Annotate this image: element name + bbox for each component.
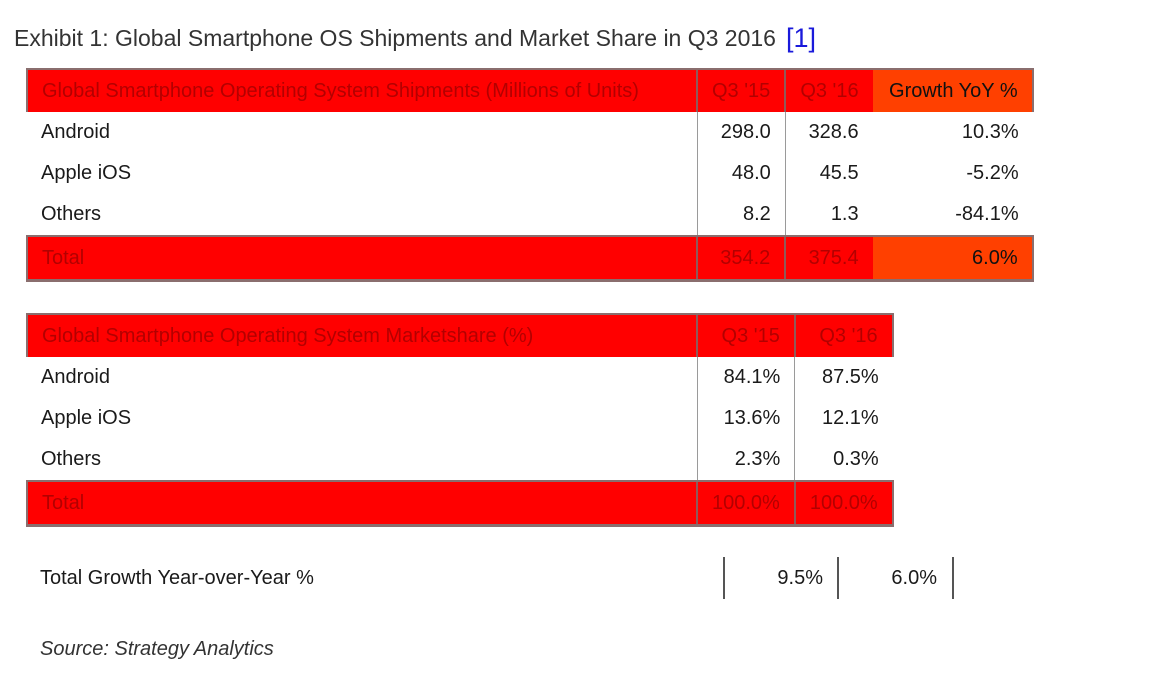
reference-link[interactable]: [1] [785,23,817,53]
shipments-header-q3-15: Q3 '15 [695,68,786,112]
marketshare-header-row: Global Smartphone Operating System Marke… [26,313,894,357]
share-q3-16: 0.3% [794,439,893,481]
total-growth-q3-16: 6.0% [891,567,937,589]
total-growth: 6.0% [872,235,1034,282]
share-q3-15: 84.1% [696,357,795,398]
column-divider [723,557,725,599]
marketshare-total-row: Total 100.0% 100.0% [26,480,894,527]
shipments-total-row: Total 354.2 375.4 6.0% [26,235,1034,282]
shipments-q3-16: 328.6 [784,112,873,153]
total-label: Total [26,235,697,282]
shipments-table: Global Smartphone Operating System Shipm… [26,68,1034,282]
total-label: Total [26,480,697,527]
exhibit-title-text: Exhibit 1: Global Smartphone OS Shipment… [14,25,776,51]
shipments-header-growth: Growth YoY % [872,68,1034,112]
shipments-q3-15: 298.0 [696,112,786,153]
table-row: Others 2.3% 0.3% [27,439,893,481]
total-q3-16: 375.4 [784,235,873,282]
table-row: Others 8.2 1.3 -84.1% [27,194,1033,236]
source-note: Source: Strategy Analytics [40,638,274,660]
marketshare-header-q3-16: Q3 '16 [793,313,894,357]
shipments-q3-15: 48.0 [696,153,786,194]
table-row: Android 84.1% 87.5% [27,357,893,398]
total-growth-label: Total Growth Year-over-Year % [40,567,314,589]
shipments-header-label: Global Smartphone Operating System Shipm… [26,68,697,112]
os-name: Apple iOS [41,162,132,184]
total-share-q3-15: 100.0% [696,480,795,527]
marketshare-header-q3-15: Q3 '15 [696,313,795,357]
os-name: Apple iOS [41,407,132,429]
marketshare-table: Global Smartphone Operating System Marke… [26,313,894,527]
shipments-growth: -84.1% [955,203,1019,225]
os-name: Android [41,121,110,143]
share-q3-15: 2.3% [696,439,795,481]
os-name: Others [41,448,102,470]
shipments-growth: 10.3% [961,121,1019,143]
exhibit-title: Exhibit 1: Global Smartphone OS Shipment… [14,22,816,53]
os-name: Others [41,203,102,225]
column-divider [952,557,954,599]
column-divider [837,557,839,599]
os-name: Android [41,366,110,388]
table-row: Apple iOS 13.6% 12.1% [27,398,893,439]
shipments-header-row: Global Smartphone Operating System Shipm… [26,68,1034,112]
table-row: Apple iOS 48.0 45.5 -5.2% [27,153,1033,194]
share-q3-16: 87.5% [794,357,893,398]
marketshare-header-label: Global Smartphone Operating System Marke… [26,313,697,357]
shipments-header-q3-16: Q3 '16 [784,68,873,112]
shipments-q3-15: 8.2 [696,194,786,236]
total-growth-q3-15: 9.5% [777,567,823,589]
table-row: Android 298.0 328.6 10.3% [27,112,1033,153]
total-share-q3-16: 100.0% [793,480,894,527]
total-q3-15: 354.2 [695,235,786,282]
shipments-growth: -5.2% [966,162,1019,184]
share-q3-15: 13.6% [696,398,795,439]
shipments-q3-16: 1.3 [784,194,873,236]
share-q3-16: 12.1% [794,398,893,439]
shipments-q3-16: 45.5 [784,153,873,194]
